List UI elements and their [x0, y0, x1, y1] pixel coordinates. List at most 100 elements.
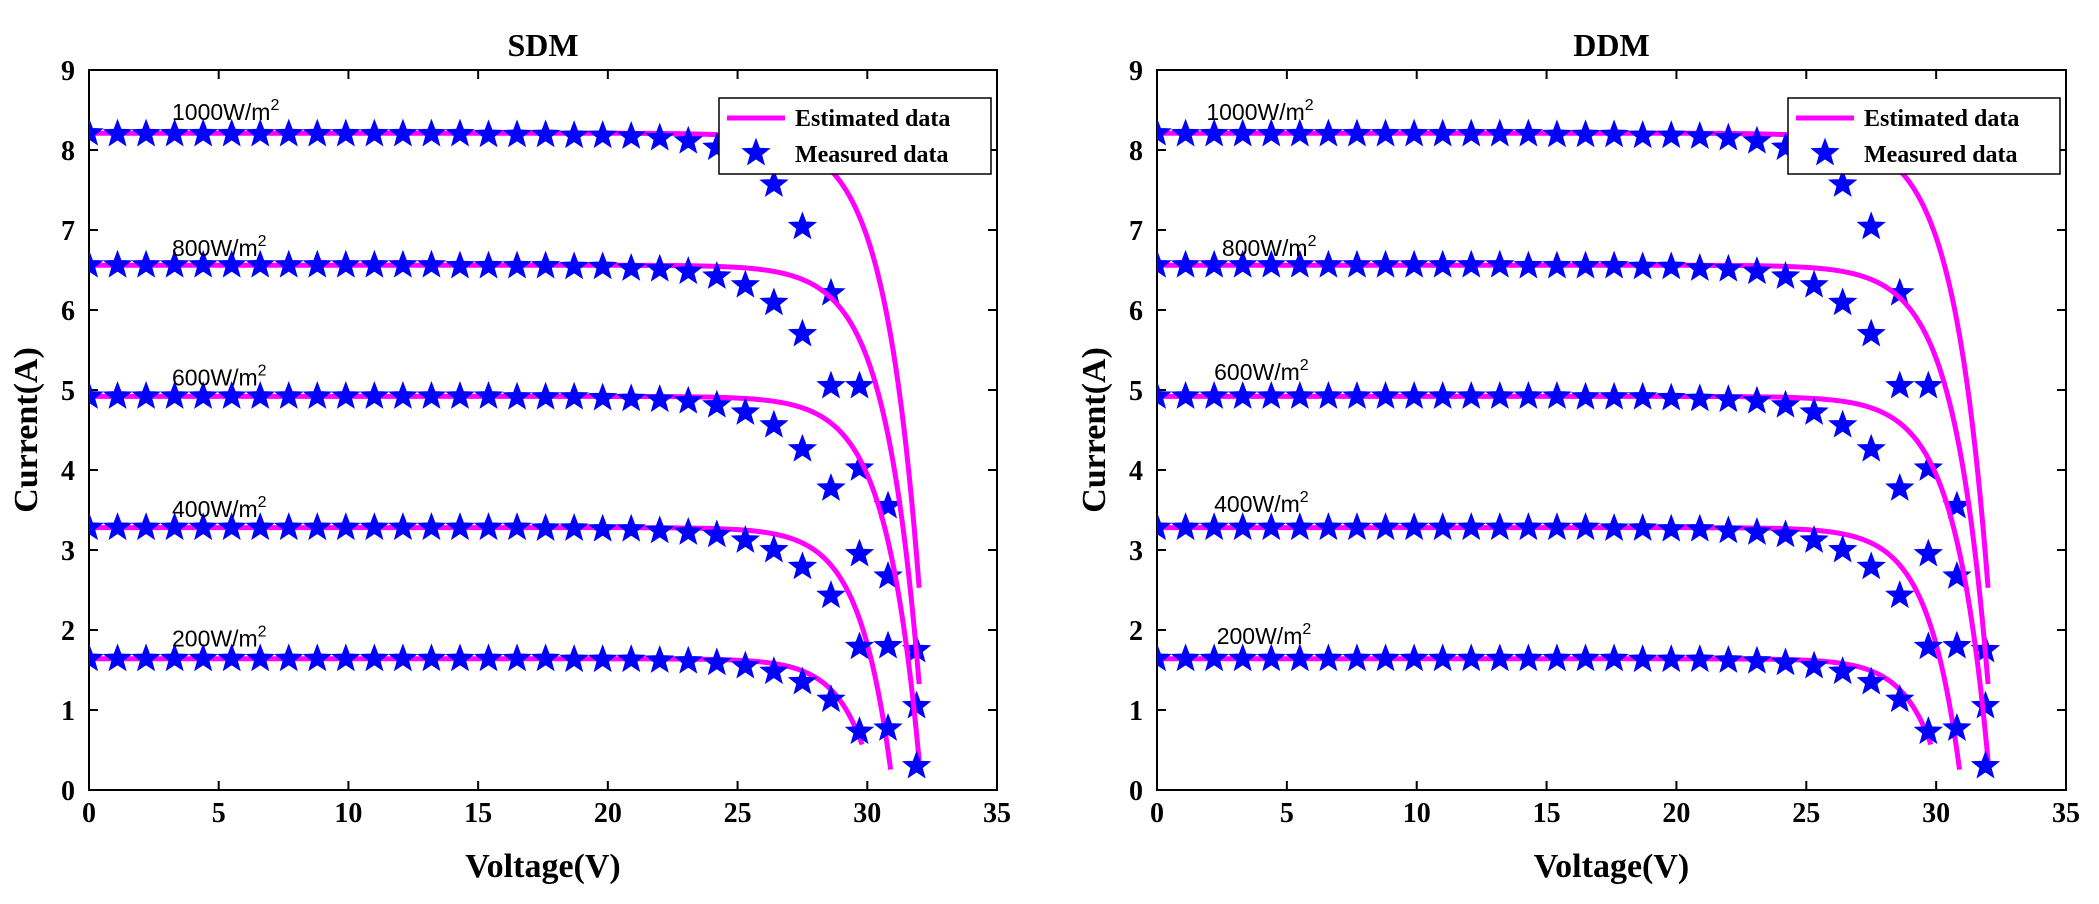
measured-point	[331, 380, 361, 409]
measured-point	[131, 512, 161, 541]
measured-point	[1885, 472, 1915, 501]
measured-point	[1199, 512, 1229, 541]
measured-point	[1542, 512, 1572, 541]
measured-point	[1827, 409, 1858, 438]
measured-point	[1485, 643, 1515, 672]
measured-point	[302, 643, 332, 672]
measured-point	[131, 249, 161, 278]
y-tick-label: 3	[1129, 536, 1143, 567]
measured-point	[1228, 118, 1258, 147]
measured-point	[844, 370, 875, 399]
measured-point	[1170, 249, 1201, 278]
y-tick-label: 7	[1129, 216, 1143, 247]
measured-point	[1157, 380, 1172, 409]
series-label: 400W/m2	[1214, 489, 1309, 517]
x-tick-label: 10	[334, 798, 362, 829]
measured-point	[1256, 643, 1286, 672]
measured-point	[159, 643, 190, 672]
measured-point	[89, 117, 104, 146]
measured-point	[1942, 712, 1972, 741]
series-label: 800W/m2	[1222, 233, 1317, 261]
measured-point	[1313, 380, 1344, 409]
measured-point	[274, 380, 304, 409]
measured-point	[1170, 118, 1201, 147]
measured-point	[1370, 118, 1401, 147]
measured-point	[416, 380, 447, 409]
measured-point	[159, 380, 190, 409]
measured-point	[445, 118, 475, 147]
series-600wm2	[1157, 380, 2001, 779]
measured-point	[1970, 750, 2001, 779]
estimated-line	[1157, 656, 1934, 746]
measured-point	[1256, 249, 1286, 278]
measured-point	[388, 380, 418, 409]
measured-point	[217, 643, 247, 672]
measured-point	[816, 370, 846, 399]
legend-box	[718, 97, 992, 175]
measured-point	[1799, 396, 1829, 425]
measured-point	[759, 656, 789, 685]
measured-point	[844, 538, 875, 567]
measured-point	[217, 118, 247, 147]
measured-point	[1399, 118, 1429, 147]
measured-point	[1570, 381, 1601, 410]
measured-point	[1570, 512, 1601, 541]
measured-point	[1370, 512, 1401, 541]
measured-point	[502, 381, 532, 410]
measured-point	[673, 256, 703, 285]
y-tick-label: 9	[1129, 56, 1143, 87]
measured-point	[89, 512, 104, 541]
measured-point	[1885, 580, 1915, 609]
measured-point	[873, 630, 903, 659]
measured-point	[1542, 250, 1572, 279]
measured-point	[702, 519, 732, 548]
measured-point	[445, 250, 475, 279]
measured-point	[759, 534, 789, 563]
measured-point	[1542, 380, 1572, 409]
measured-point	[1157, 512, 1172, 541]
measured-point	[1627, 120, 1658, 149]
measured-point	[587, 644, 618, 673]
measured-point	[1199, 643, 1229, 672]
measured-point	[502, 643, 532, 672]
measured-point	[1456, 249, 1486, 278]
measured-point	[1342, 249, 1372, 278]
measured-point	[587, 382, 618, 411]
measured-point	[1157, 249, 1172, 278]
measured-point	[730, 269, 761, 298]
series-label: 800W/m2	[172, 233, 267, 261]
x-tick-label: 5	[1280, 798, 1294, 829]
measured-point	[645, 122, 675, 151]
measured-point	[445, 380, 475, 409]
measured-point	[616, 252, 646, 281]
measured-point	[559, 120, 589, 149]
measured-point	[1570, 119, 1601, 148]
y-tick-label: 8	[1129, 136, 1143, 167]
measured-point	[473, 380, 504, 409]
x-tick-label: 15	[464, 798, 492, 829]
measured-point	[1827, 287, 1858, 316]
measured-point	[1827, 656, 1858, 685]
measured-point	[787, 551, 818, 580]
measured-point	[1342, 643, 1372, 672]
measured-point	[302, 380, 332, 409]
measured-point	[1627, 644, 1658, 673]
estimated-line	[89, 393, 922, 762]
measured-point	[89, 380, 104, 409]
x-tick-label: 10	[1403, 798, 1431, 829]
measured-point	[331, 118, 361, 147]
measured-point	[388, 512, 418, 541]
x-tick-label: 20	[1662, 798, 1690, 829]
x-tick-label: 0	[82, 798, 96, 829]
measured-point	[331, 643, 361, 672]
measured-point	[1199, 118, 1229, 147]
legend-measured-label: Measured data	[795, 142, 949, 168]
measured-point	[1599, 643, 1629, 672]
measured-point	[1627, 251, 1658, 280]
measured-point	[217, 249, 247, 278]
x-tick-label: 30	[1922, 798, 1950, 829]
measured-point	[159, 118, 190, 147]
measured-point	[188, 249, 218, 278]
measured-point	[816, 684, 846, 713]
x-tick-label: 20	[594, 798, 622, 829]
